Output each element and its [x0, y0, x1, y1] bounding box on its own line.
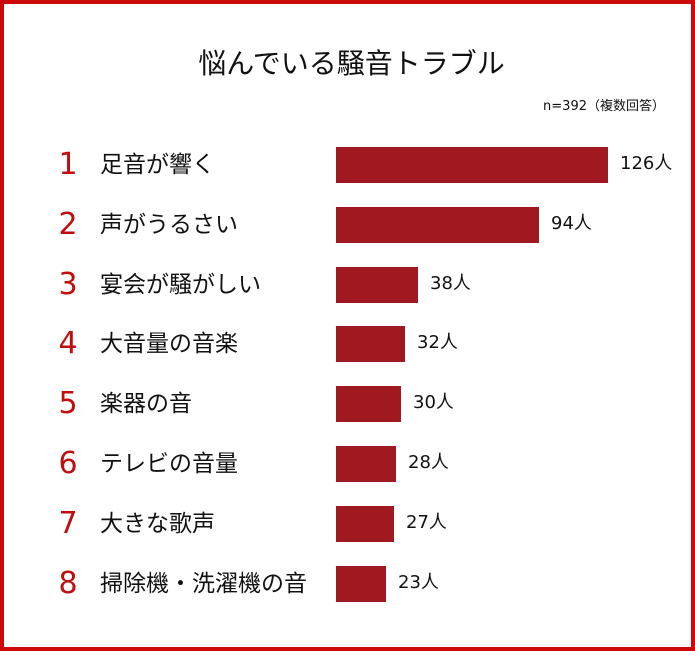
value-label: 27人: [406, 512, 447, 533]
category-label: 掃除機・洗濯機の音: [100, 571, 307, 597]
chart-title: 悩んでいる騒音トラブル: [198, 47, 505, 80]
category-label: 大音量の音楽: [100, 331, 238, 357]
category-label: 声がうるさい: [100, 212, 238, 238]
rank-number: 8: [58, 566, 78, 601]
sample-size-note: n=392（複数回答）: [543, 99, 665, 114]
bar-row: 2 声がうるさい 94人: [4, 207, 695, 247]
bar: [336, 147, 608, 183]
rank-number: 2: [58, 207, 78, 242]
category-label: 楽器の音: [100, 391, 192, 417]
bar-row: 5 楽器の音 30人: [4, 386, 695, 426]
value-label: 30人: [413, 392, 454, 413]
value-label: 94人: [551, 213, 592, 234]
value-label: 28人: [408, 452, 449, 473]
value-label: 32人: [417, 332, 458, 353]
rank-number: 1: [58, 147, 78, 182]
bar: [336, 326, 405, 362]
category-label: テレビの音量: [100, 451, 238, 477]
category-label: 足音が響く: [100, 152, 215, 178]
bar-row: 1 足音が響く 126人: [4, 147, 695, 187]
rank-number: 7: [58, 506, 78, 541]
bar: [336, 386, 401, 422]
bar: [336, 207, 539, 243]
value-label: 126人: [620, 153, 673, 174]
bar-row: 3 宴会が騒がしい 38人: [4, 267, 695, 307]
rank-number: 5: [58, 386, 78, 421]
rank-number: 3: [58, 267, 78, 302]
bar-row: 8 掃除機・洗濯機の音 23人: [4, 566, 695, 606]
bar: [336, 267, 418, 303]
bar-row: 4 大音量の音楽 32人: [4, 326, 695, 366]
category-label: 大きな歌声: [100, 511, 215, 537]
value-label: 23人: [398, 572, 439, 593]
rank-number: 4: [58, 326, 78, 361]
bar: [336, 566, 386, 602]
bar-row: 7 大きな歌声 27人: [4, 506, 695, 546]
bar-row: 6 テレビの音量 28人: [4, 446, 695, 486]
category-label: 宴会が騒がしい: [100, 272, 261, 298]
value-label: 38人: [430, 273, 471, 294]
bar: [336, 506, 394, 542]
bar: [336, 446, 396, 482]
rank-number: 6: [58, 446, 78, 481]
